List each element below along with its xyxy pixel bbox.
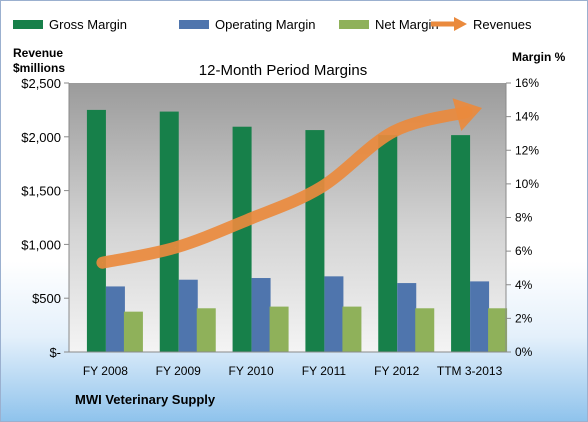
bar-operating-margin-0 (105, 286, 125, 352)
legend-label-net-margin: Net Margin (375, 17, 439, 32)
right-tick-label: 12% (515, 143, 539, 157)
right-tick-label: 4% (515, 278, 533, 292)
left-tick-label: $1,500 (21, 184, 61, 199)
legend-label-operating-margin: Operating Margin (215, 17, 315, 32)
bar-net-margin-3 (342, 306, 362, 352)
right-tick-label: 14% (515, 110, 539, 124)
left-tick-label: $2,000 (21, 130, 61, 145)
x-tick-label: FY 2012 (374, 364, 419, 378)
bar-gross-margin-3 (305, 130, 325, 352)
bar-operating-margin-4 (397, 283, 417, 352)
bar-net-margin-0 (123, 311, 143, 352)
bar-gross-margin-1 (159, 111, 179, 352)
x-tick-label: FY 2009 (156, 364, 201, 378)
company-name: MWI Veterinary Supply (75, 392, 216, 407)
bar-gross-margin-2 (232, 126, 252, 353)
revenues-point-1 (174, 247, 176, 249)
right-axis-label: Margin % (512, 50, 566, 64)
bar-operating-margin-5 (470, 281, 490, 352)
legend-label-revenues: Revenues (473, 17, 532, 32)
revenues-point-4 (393, 130, 395, 132)
bar-operating-margin-1 (178, 279, 198, 352)
revenues-point-0 (101, 262, 103, 264)
right-tick-label: 16% (515, 76, 539, 90)
left-axis-label-line2: $millions (13, 61, 65, 75)
x-tick-label: FY 2008 (83, 364, 128, 378)
revenues-point-2 (247, 219, 249, 221)
bar-net-margin-4 (415, 308, 435, 352)
bar-net-margin-2 (269, 306, 289, 352)
bar-operating-margin-3 (324, 276, 344, 352)
left-tick-label: $- (49, 345, 61, 360)
bar-net-margin-1 (196, 308, 216, 352)
x-tick-label: TTM 3-2013 (437, 364, 503, 378)
left-tick-label: $1,000 (21, 237, 61, 252)
right-tick-label: 8% (515, 211, 533, 225)
left-tick-label: $500 (32, 291, 61, 306)
bar-gross-margin-5 (451, 135, 471, 352)
right-tick-label: 6% (515, 244, 533, 258)
bar-gross-margin-4 (378, 135, 398, 352)
bar-gross-margin-0 (86, 109, 106, 353)
right-tick-label: 0% (515, 345, 533, 359)
revenues-arrowhead (452, 98, 483, 132)
right-tick-label: 10% (515, 177, 539, 191)
x-tick-label: FY 2011 (302, 364, 347, 378)
revenues-line (96, 106, 473, 269)
legend-swatch-operating-margin (179, 20, 209, 29)
bar-operating-margin-2 (251, 278, 271, 352)
left-tick-label: $2,500 (21, 76, 61, 91)
left-axis-label-line1: Revenue (13, 46, 63, 60)
chart-title: 12-Month Period Margins (199, 62, 367, 79)
x-tick-label: FY 2010 (229, 364, 274, 378)
revenues-point-3 (320, 186, 322, 188)
right-tick-label: 2% (515, 311, 533, 325)
bar-net-margin-5 (488, 308, 508, 352)
legend-label-gross-margin: Gross Margin (49, 17, 127, 32)
legend-swatch-gross-margin (13, 20, 43, 29)
legend-arrowhead-revenues (454, 17, 467, 31)
legend-swatch-net-margin (339, 20, 369, 29)
revenues-point-5 (466, 111, 468, 113)
